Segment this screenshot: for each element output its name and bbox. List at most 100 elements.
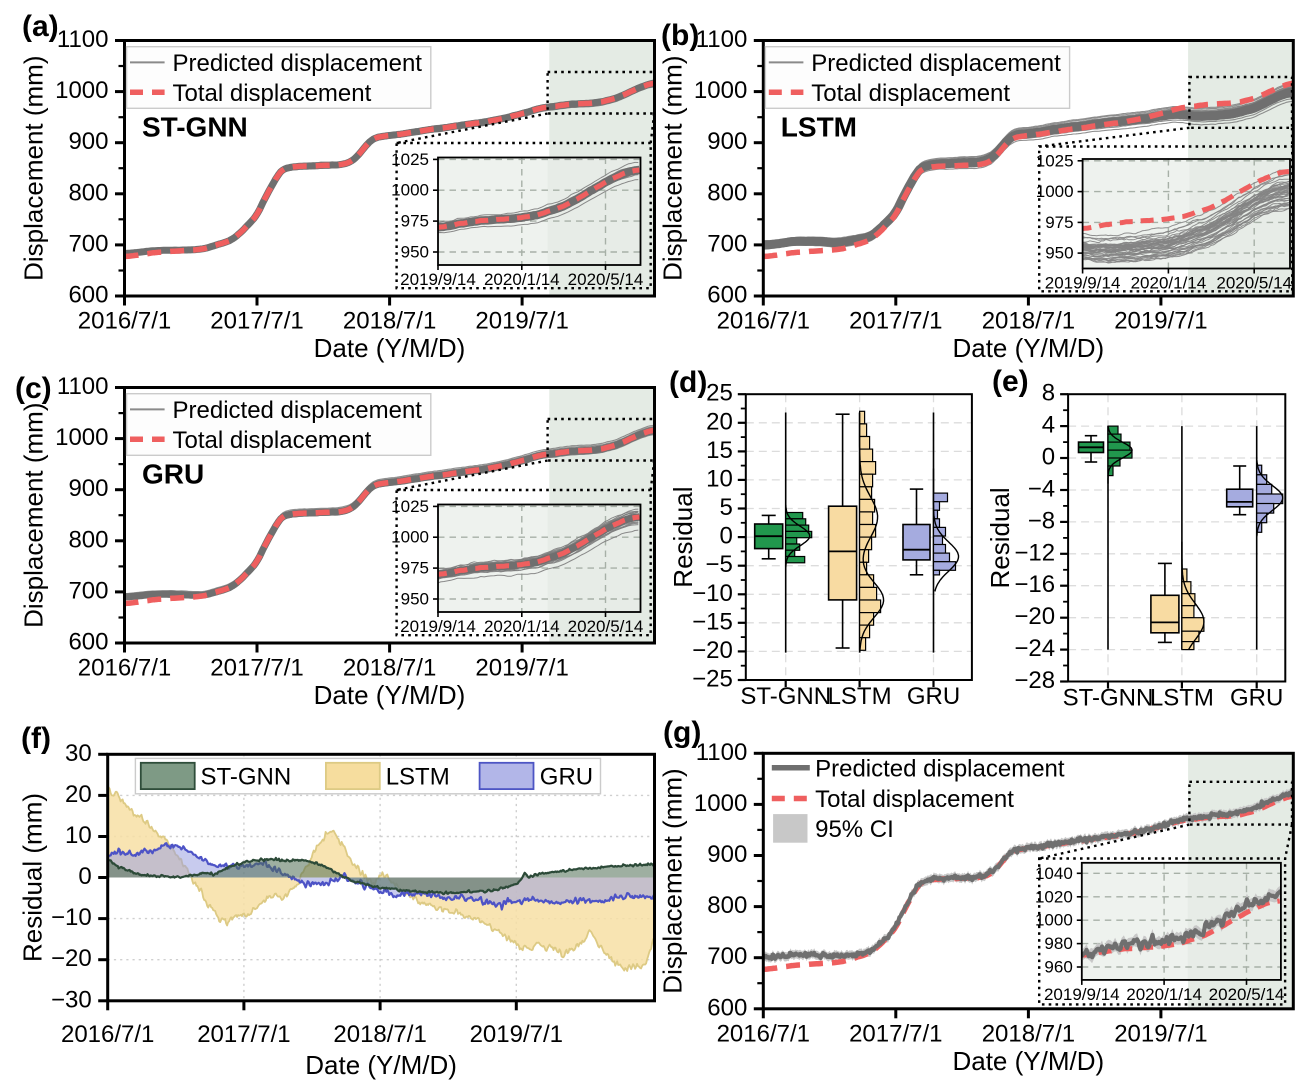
- svg-text:2019/9/14: 2019/9/14: [400, 617, 476, 636]
- svg-text:−12: −12: [1014, 539, 1055, 566]
- svg-text:900: 900: [707, 128, 747, 155]
- svg-text:1100: 1100: [57, 26, 109, 53]
- svg-text:−4: −4: [1028, 476, 1055, 503]
- svg-text:Date (Y/M/D): Date (Y/M/D): [314, 680, 466, 710]
- svg-text:1000: 1000: [694, 790, 747, 817]
- svg-text:2020/1/14: 2020/1/14: [484, 270, 560, 289]
- svg-text:95% CI: 95% CI: [815, 816, 894, 843]
- svg-text:2020/5/14: 2020/5/14: [568, 270, 644, 289]
- svg-text:950: 950: [1045, 244, 1073, 263]
- svg-text:1100: 1100: [57, 373, 109, 400]
- svg-text:−20: −20: [1014, 603, 1055, 630]
- svg-text:800: 800: [707, 179, 747, 206]
- svg-text:−28: −28: [1014, 667, 1055, 694]
- svg-text:600: 600: [68, 629, 108, 656]
- svg-text:2017/7/1: 2017/7/1: [210, 655, 303, 682]
- svg-text:2019/9/14: 2019/9/14: [400, 270, 476, 289]
- svg-text:Total displacement: Total displacement: [811, 80, 1010, 107]
- svg-text:2020/1/14: 2020/1/14: [1131, 274, 1207, 293]
- svg-text:800: 800: [68, 526, 108, 553]
- svg-text:−24: −24: [1014, 635, 1055, 662]
- svg-text:950: 950: [401, 243, 429, 262]
- svg-text:Predicted displacement: Predicted displacement: [173, 397, 423, 424]
- svg-text:950: 950: [401, 590, 429, 609]
- svg-text:LSTM: LSTM: [781, 112, 857, 143]
- svg-text:Total displacement: Total displacement: [173, 427, 372, 454]
- svg-text:900: 900: [707, 841, 747, 868]
- svg-text:(e): (e): [992, 365, 1029, 398]
- svg-text:1100: 1100: [696, 26, 748, 53]
- svg-text:ST-GNN: ST-GNN: [740, 683, 831, 710]
- svg-text:1000: 1000: [391, 181, 429, 200]
- svg-text:−10: −10: [51, 904, 92, 931]
- svg-text:2020/1/14: 2020/1/14: [1126, 985, 1202, 1004]
- svg-text:600: 600: [707, 282, 747, 309]
- svg-text:700: 700: [68, 577, 108, 604]
- svg-text:2018/7/1: 2018/7/1: [982, 308, 1075, 335]
- svg-text:1000: 1000: [1036, 182, 1074, 201]
- svg-text:2017/7/1: 2017/7/1: [849, 308, 942, 335]
- svg-text:ST-GNN: ST-GNN: [201, 764, 292, 791]
- svg-text:1040: 1040: [1035, 864, 1073, 883]
- svg-text:2018/7/1: 2018/7/1: [982, 1020, 1075, 1047]
- svg-text:Date (Y/M/D): Date (Y/M/D): [952, 1046, 1104, 1076]
- svg-text:2020/5/14: 2020/5/14: [1216, 274, 1292, 293]
- svg-text:−10: −10: [692, 580, 733, 607]
- svg-text:Date (Y/M/D): Date (Y/M/D): [952, 333, 1104, 363]
- svg-text:Displacement (mm): Displacement (mm): [657, 768, 687, 993]
- svg-text:1020: 1020: [1035, 887, 1073, 906]
- svg-text:1025: 1025: [1036, 151, 1074, 170]
- svg-text:2019/7/1: 2019/7/1: [475, 308, 568, 335]
- svg-text:Total displacement: Total displacement: [173, 80, 372, 107]
- svg-text:2019/9/14: 2019/9/14: [1044, 985, 1120, 1004]
- svg-text:GRU: GRU: [907, 683, 960, 710]
- svg-text:Residual (mm): Residual (mm): [18, 793, 48, 962]
- svg-text:2016/7/1: 2016/7/1: [78, 655, 171, 682]
- svg-text:GRU: GRU: [142, 459, 204, 490]
- svg-text:975: 975: [401, 212, 429, 231]
- svg-text:−30: −30: [51, 986, 92, 1013]
- svg-text:−25: −25: [692, 666, 733, 693]
- svg-text:700: 700: [68, 230, 108, 257]
- svg-text:2019/7/1: 2019/7/1: [1114, 308, 1207, 335]
- svg-text:25: 25: [706, 380, 733, 407]
- svg-text:2018/7/1: 2018/7/1: [343, 655, 436, 682]
- svg-text:800: 800: [707, 892, 747, 919]
- svg-text:(a): (a): [22, 10, 59, 43]
- svg-text:ST-GNN: ST-GNN: [142, 112, 248, 143]
- svg-text:1000: 1000: [55, 424, 108, 451]
- svg-text:700: 700: [707, 943, 747, 970]
- svg-text:2017/7/1: 2017/7/1: [197, 1021, 290, 1048]
- svg-text:(f): (f): [21, 722, 51, 755]
- svg-text:2019/7/1: 2019/7/1: [1114, 1020, 1207, 1047]
- svg-text:(g): (g): [663, 716, 701, 749]
- svg-text:(c): (c): [15, 372, 52, 405]
- svg-text:Predicted displacement: Predicted displacement: [173, 50, 423, 77]
- svg-text:Residual: Residual: [985, 487, 1015, 588]
- svg-text:975: 975: [401, 559, 429, 578]
- svg-text:8: 8: [1042, 380, 1055, 407]
- svg-text:−15: −15: [692, 608, 733, 635]
- svg-text:GRU: GRU: [540, 764, 593, 791]
- svg-text:2020/5/14: 2020/5/14: [1209, 985, 1285, 1004]
- svg-text:−20: −20: [692, 637, 733, 664]
- svg-text:2020/1/14: 2020/1/14: [484, 617, 560, 636]
- svg-text:1000: 1000: [391, 528, 429, 547]
- svg-text:980: 980: [1044, 934, 1072, 953]
- svg-text:1025: 1025: [391, 150, 429, 169]
- svg-text:Displacement (mm): Displacement (mm): [657, 56, 687, 281]
- svg-text:960: 960: [1044, 958, 1072, 977]
- svg-text:30: 30: [65, 740, 92, 767]
- svg-text:975: 975: [1045, 213, 1073, 232]
- svg-text:1100: 1100: [696, 739, 748, 766]
- svg-text:Predicted displacement: Predicted displacement: [815, 755, 1065, 782]
- svg-text:800: 800: [68, 179, 108, 206]
- svg-text:900: 900: [68, 128, 108, 155]
- svg-text:4: 4: [1042, 412, 1055, 439]
- svg-text:2016/7/1: 2016/7/1: [78, 308, 171, 335]
- svg-text:2016/7/1: 2016/7/1: [61, 1021, 154, 1048]
- svg-text:2016/7/1: 2016/7/1: [717, 308, 810, 335]
- svg-text:Displacement (mm): Displacement (mm): [19, 403, 49, 628]
- svg-text:ST-GNN: ST-GNN: [1063, 685, 1154, 712]
- svg-text:Date (Y/M/D): Date (Y/M/D): [305, 1050, 457, 1080]
